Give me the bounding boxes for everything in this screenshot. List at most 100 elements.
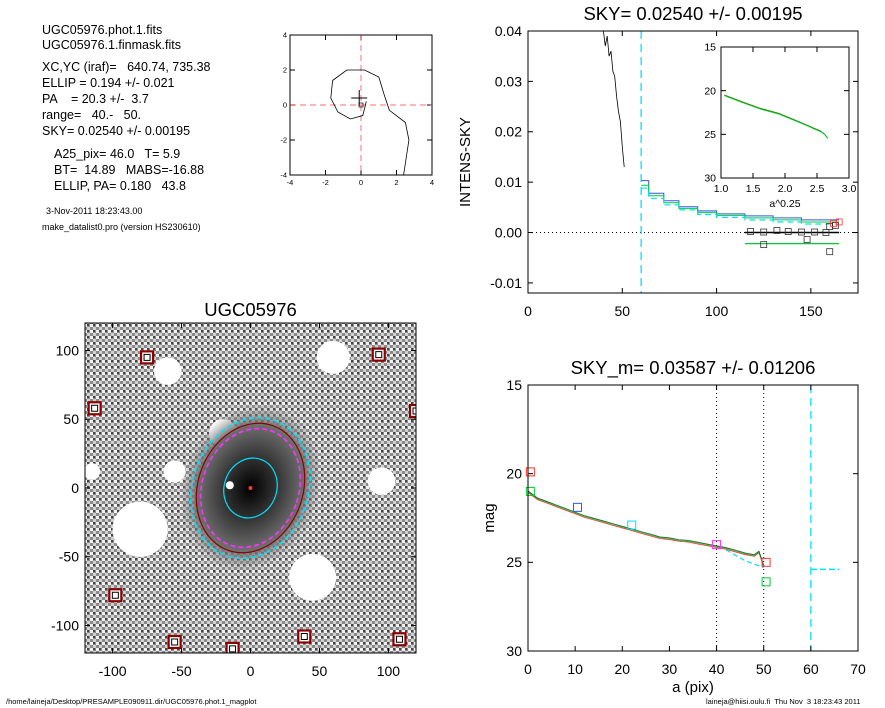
image-content [85, 340, 416, 653]
inset-xtick-label: 1.5 [746, 183, 761, 195]
sky-steep-line [603, 30, 625, 168]
image-ytick-label: -50 [59, 549, 79, 565]
image-xtick-label: 50 [312, 663, 328, 679]
image-ytick-label: -100 [51, 617, 79, 633]
contour-ytick-label: 0 [283, 101, 287, 110]
info-file-2: UGC05976.1.finmask.fits [42, 38, 181, 52]
image-mask-hole [153, 357, 182, 385]
contour-xtick-label: -4 [287, 178, 294, 187]
inset-line-2 [724, 95, 829, 139]
inset-ytick-label: 25 [704, 129, 716, 141]
sky-square [760, 228, 768, 236]
info-pa: PA = 20.3 +/- 3.7 [42, 92, 149, 106]
sky-xtick-label: 0 [524, 303, 532, 319]
inset-frame [720, 46, 850, 179]
sky-square [784, 228, 792, 235]
mag-xtick-label: 50 [756, 661, 772, 677]
image-mask-square-inner [91, 404, 99, 412]
sky-ytick-label: -0.01 [490, 275, 522, 291]
image-xtick-label: -100 [99, 663, 127, 679]
image-mask-square [167, 634, 182, 650]
image-mask-square-inner [143, 353, 151, 361]
mag-ytick-label: 20 [506, 466, 522, 482]
contour-ytick-label: -4 [280, 171, 287, 180]
mag-xtick-label: 60 [803, 661, 819, 677]
contour-ytick-label: 2 [283, 66, 287, 75]
mag-square-blue [573, 502, 582, 512]
sky-ytick-label: 0.03 [495, 73, 522, 89]
mag-profile-black [527, 490, 764, 566]
info-range: range= 40.- 50. [42, 108, 142, 122]
sky-xtick-label: 150 [799, 303, 823, 319]
contour-line-inner [330, 80, 367, 120]
mag-square-magenta [712, 540, 722, 550]
image-ytick-label: 100 [56, 342, 80, 358]
info-file-1: UGC05976.phot.1.fits [42, 23, 163, 37]
image-mask-square [225, 641, 240, 653]
sky-ytick-label: 0.00 [495, 224, 522, 240]
mag-square-red [525, 467, 535, 477]
contour-xtick-label: 0 [359, 178, 363, 187]
image-mask-square-inner [300, 633, 308, 640]
mag-xtick-label: 70 [850, 661, 866, 677]
footer-path: /home/laineja/Desktop/PRESAMPLE090911.di… [6, 697, 257, 706]
image-mask-hole [112, 501, 168, 557]
info-date: 3-Nov-2011 18:23:43.00 [46, 206, 143, 216]
info-ellip: ELLIP = 0.194 +/- 0.021 [42, 76, 175, 90]
sky-title: SKY= 0.02540 +/- 0.00195 [583, 3, 802, 24]
galaxy-ellipse-cyan [223, 457, 278, 519]
footer-user: laineja@hiisi.oulu.fi Thu Nov 3 18:23:43… [706, 697, 861, 706]
contour-center [358, 102, 364, 108]
info-sky: SKY= 0.02540 +/- 0.00195 [42, 124, 191, 138]
mag-xtick-label: 20 [614, 661, 630, 677]
image-mask-hole [289, 553, 337, 601]
galaxy-star [225, 481, 234, 490]
info-center: XC,YC (iraf)= 640.74, 735.38 [42, 60, 211, 74]
mag-square-green [761, 577, 771, 587]
image-mask-square [371, 347, 386, 362]
sky-blue-step [641, 180, 840, 221]
image-mask-square-inner [229, 645, 237, 653]
sky-ylabel: INTENS-SKY [457, 117, 474, 207]
sky-ytick-label: 0.04 [495, 23, 522, 39]
mag-square-red [761, 557, 771, 567]
image-mask-square [392, 632, 407, 647]
image-mask-square-inner [395, 635, 403, 643]
sky-square-red [835, 218, 843, 226]
mag-square-cyan [627, 520, 637, 530]
inset-ytick-label: 20 [704, 85, 716, 97]
image-mask-square-inner [111, 591, 119, 599]
mag-ylabel: mag [481, 503, 498, 532]
image-xtick-label: 100 [377, 663, 401, 679]
image-mask-square-inner [375, 351, 383, 359]
image-mask-hole [85, 463, 101, 480]
mag-xtick-label: 0 [524, 661, 532, 677]
mag-profile-green [527, 491, 765, 567]
image-mask-square-inner [171, 638, 179, 646]
mag-square-green [525, 486, 535, 496]
sky-square [760, 241, 768, 249]
sky-square [831, 222, 839, 229]
mag-xlabel: a (pix) [672, 679, 714, 696]
inset-xtick-label: 1.0 [714, 183, 729, 195]
mag-frame [527, 384, 859, 652]
image-mask-square-inner [412, 407, 416, 415]
image-xtick-label: -50 [171, 663, 191, 679]
contour-line [332, 69, 410, 176]
sky-square [811, 228, 819, 236]
sky-xtick-label: 100 [705, 303, 729, 319]
contour-ytick-label: -2 [280, 136, 287, 145]
sky-square [773, 227, 781, 234]
contour-xtick-label: 2 [394, 178, 398, 187]
galaxy-center [248, 486, 253, 490]
image-xtick-label: 0 [247, 663, 255, 679]
mag-cyan-tail [725, 549, 764, 569]
image-mask-hole [316, 340, 350, 374]
image-mask-square [297, 629, 312, 644]
sky-square [822, 229, 830, 236]
mag-xtick-label: 10 [567, 661, 583, 677]
sky-square [798, 228, 805, 236]
image-mask-square [139, 350, 155, 365]
sky-cyan-step [641, 187, 840, 225]
